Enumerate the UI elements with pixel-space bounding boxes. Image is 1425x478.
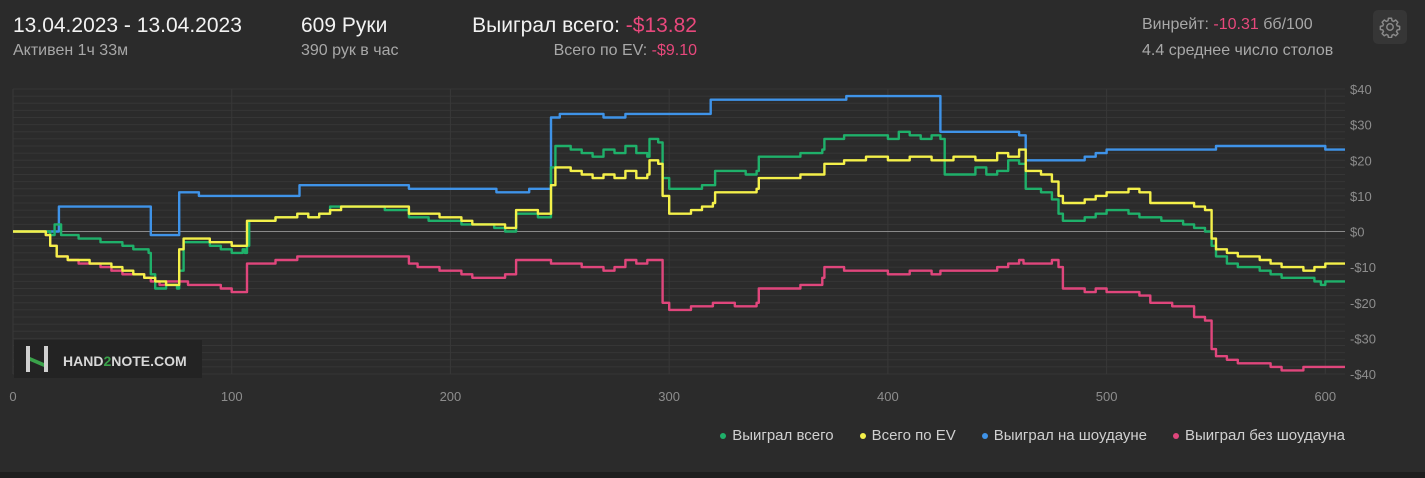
y-tick-label: -$40 [1350,367,1376,382]
legend-item-non-showdown[interactable]: Выиграл без шоудауна [1173,427,1345,444]
won-total: Выиграл всего: -$13.82 [472,14,697,38]
logo-text-part2: 2 [103,353,111,369]
won-total-label: Выиграл всего: [472,14,620,37]
chart: $40 $30 $20 $10 $0 -$10 -$20 -$30 -$40 0 100 200 300… [9,82,1376,404]
ev-total-label: Всего по EV: [553,42,648,59]
winrate-value: -10.31 [1213,16,1259,33]
hand2note-logo-icon [26,346,48,372]
x-tick-label: 300 [658,389,680,404]
legend-dot-showdown [981,432,988,439]
x-tick-label: 400 [877,389,899,404]
legend-label-total: Выиграл всего [732,427,834,444]
winrate: Винрейт: -10.31 бб/100 [1142,16,1313,34]
series-line-2 [13,94,1345,237]
legend-label-showdown: Выиграл на шоудауне [993,427,1148,444]
legend-item-showdown[interactable]: Выиграл на шоудауне [981,427,1148,444]
hands-per-hour: 390 рук в час [301,42,399,59]
footer-bar [0,472,1425,478]
y-tick-label: $10 [1350,189,1372,204]
series-line-3 [13,230,1345,372]
chart-series [13,94,1345,372]
y-tick-label: $40 [1350,82,1372,97]
y-tick-label: $20 [1350,153,1372,168]
legend-label-ev: Всего по EV [871,427,956,444]
legend-dot-non-showdown [1173,432,1180,439]
legend-dot-ev [859,432,866,439]
legend-dot-total [720,432,727,439]
y-tick-label: -$20 [1350,296,1376,311]
y-tick-label: $0 [1350,225,1364,240]
x-tick-label: 100 [221,389,243,404]
hand2note-logo: HAND2NOTE.COM [14,340,202,378]
won-total-value: -$13.82 [625,14,697,37]
x-tick-label: 500 [1096,389,1118,404]
x-tick-label: 600 [1314,389,1336,404]
chart-ticks: $40 $30 $20 $10 $0 -$10 -$20 -$30 -$40 0 100 200 300… [9,82,1376,404]
svg-text:HAND2NOTE.COM: HAND2NOTE.COM [63,353,187,369]
hands-count: 609 Руки [301,14,388,37]
x-tick-label: 200 [440,389,462,404]
settings-button[interactable] [1373,10,1407,44]
winrate-unit: бб/100 [1263,16,1313,33]
avg-tables: 4.4 среднее число столов [1142,42,1334,59]
y-tick-label: -$30 [1350,331,1376,346]
ev-total: Всего по EV: -$9.10 [554,42,697,60]
legend-label-non-showdown: Выиграл без шоудауна [1185,427,1345,444]
y-tick-label: $30 [1350,118,1372,133]
logo-text-part1: HAND [63,353,103,369]
series-line-0 [13,130,1345,290]
series-line-1 [13,148,1345,287]
gear-icon [1379,17,1401,38]
chart-legend: Выиграл всего Всего по EV Выиграл на шоу… [720,427,1345,444]
date-range: 13.04.2023 - 13.04.2023 [13,14,242,37]
logo-text-part3: NOTE.COM [111,353,186,369]
legend-item-total[interactable]: Выиграл всего [720,427,834,444]
x-tick-label: 0 [9,389,16,404]
chart-grid [12,88,1345,375]
ev-total-value: -$9.10 [651,42,697,59]
y-tick-label: -$10 [1350,260,1376,275]
active-time: Активен 1ч 33м [13,42,129,59]
winrate-label: Винрейт: [1142,16,1209,33]
legend-item-ev[interactable]: Всего по EV [859,427,956,444]
